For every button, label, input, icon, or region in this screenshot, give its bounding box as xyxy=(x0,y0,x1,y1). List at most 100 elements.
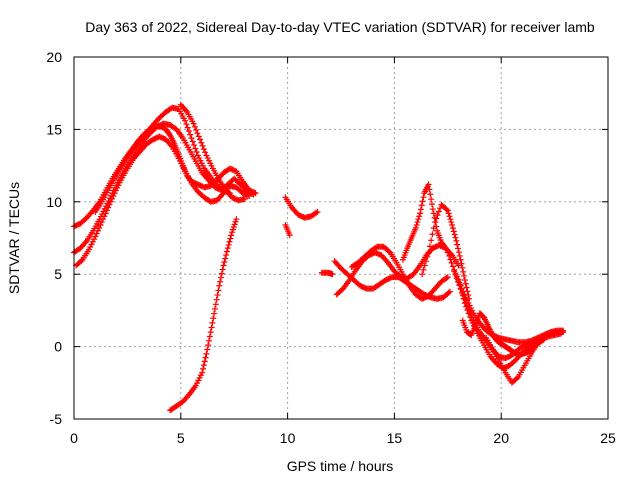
data-point xyxy=(190,120,197,127)
data-point xyxy=(417,206,424,213)
data-point xyxy=(195,377,202,384)
data-point xyxy=(420,266,427,273)
data-point xyxy=(455,245,462,252)
data-point xyxy=(193,126,200,133)
data-point xyxy=(467,314,474,321)
data-point xyxy=(106,201,113,208)
data-point xyxy=(111,190,118,197)
data-point xyxy=(461,272,468,279)
data-point xyxy=(447,256,454,263)
data-point xyxy=(220,262,227,269)
data-point xyxy=(192,145,199,152)
data-point xyxy=(468,317,475,324)
data-point xyxy=(91,236,98,243)
data-point xyxy=(426,243,433,250)
data-point xyxy=(425,181,432,188)
data-point xyxy=(446,213,453,220)
data-point xyxy=(430,225,437,232)
data-point xyxy=(455,276,462,283)
data-point xyxy=(191,142,198,149)
series-arc-7 xyxy=(282,194,321,221)
data-point xyxy=(196,155,203,162)
data-point xyxy=(430,210,437,217)
data-point xyxy=(189,138,196,145)
data-point xyxy=(417,210,424,217)
data-point xyxy=(241,195,248,202)
data-point xyxy=(443,274,450,281)
data-point xyxy=(85,246,92,253)
data-points xyxy=(71,101,567,414)
data-point xyxy=(217,274,224,281)
data-point xyxy=(89,238,96,245)
data-point xyxy=(208,162,215,169)
data-point xyxy=(210,315,217,322)
y-tick-label: 10 xyxy=(46,194,62,210)
data-point xyxy=(180,165,187,172)
data-point xyxy=(203,152,210,159)
data-point xyxy=(197,136,204,143)
data-point xyxy=(449,225,456,232)
y-tick-label: 0 xyxy=(54,339,62,355)
data-point xyxy=(418,202,425,209)
data-point xyxy=(179,163,186,170)
x-tick-label: 5 xyxy=(177,430,185,446)
data-point xyxy=(78,257,85,264)
data-point xyxy=(429,231,436,238)
data-point xyxy=(415,216,422,223)
data-point xyxy=(103,207,110,214)
data-point xyxy=(286,232,293,239)
data-point xyxy=(200,146,207,153)
data-point xyxy=(211,310,218,317)
chart-title: Day 363 of 2022, Sidereal Day-to-day VTE… xyxy=(85,19,595,35)
data-point xyxy=(203,350,210,357)
data-point xyxy=(461,300,468,307)
data-point xyxy=(98,219,105,226)
data-point xyxy=(444,249,451,256)
data-point xyxy=(200,162,207,169)
data-point xyxy=(212,301,219,308)
data-point xyxy=(539,336,546,343)
data-point xyxy=(211,305,218,312)
data-point xyxy=(314,208,321,215)
data-point xyxy=(444,207,451,214)
data-point xyxy=(219,266,226,273)
data-point xyxy=(194,130,201,137)
data-point xyxy=(114,184,121,191)
series-arc-5 xyxy=(177,101,248,204)
series-arc-13 xyxy=(399,181,449,263)
data-point xyxy=(431,219,438,226)
y-tick-label: -5 xyxy=(50,411,63,427)
data-point xyxy=(196,374,203,381)
data-point xyxy=(428,237,435,244)
data-point xyxy=(250,191,257,198)
data-point xyxy=(115,182,122,189)
data-point xyxy=(420,194,427,201)
data-point xyxy=(175,155,182,162)
data-point xyxy=(455,249,462,256)
series-arc-14 xyxy=(419,201,473,302)
data-point xyxy=(463,284,470,291)
x-tick-label: 20 xyxy=(493,430,509,446)
x-tick-label: 15 xyxy=(387,430,403,446)
data-point xyxy=(208,324,215,331)
data-point xyxy=(207,160,214,167)
data-point xyxy=(460,268,467,275)
data-point xyxy=(229,229,236,236)
data-point xyxy=(461,276,468,283)
data-point xyxy=(434,212,441,219)
x-axis-label: GPS time / hours xyxy=(287,458,394,474)
series-arc-3 xyxy=(73,133,253,269)
data-point xyxy=(199,142,206,149)
data-point xyxy=(428,201,435,208)
data-point xyxy=(427,191,434,198)
series-arc-6 xyxy=(167,216,240,414)
data-point xyxy=(205,342,212,349)
data-point xyxy=(514,375,521,382)
series-arc-19 xyxy=(483,334,547,386)
data-point xyxy=(205,157,212,164)
data-point xyxy=(424,253,431,260)
data-point xyxy=(202,354,209,361)
data-point xyxy=(200,362,207,369)
data-point xyxy=(97,221,104,228)
